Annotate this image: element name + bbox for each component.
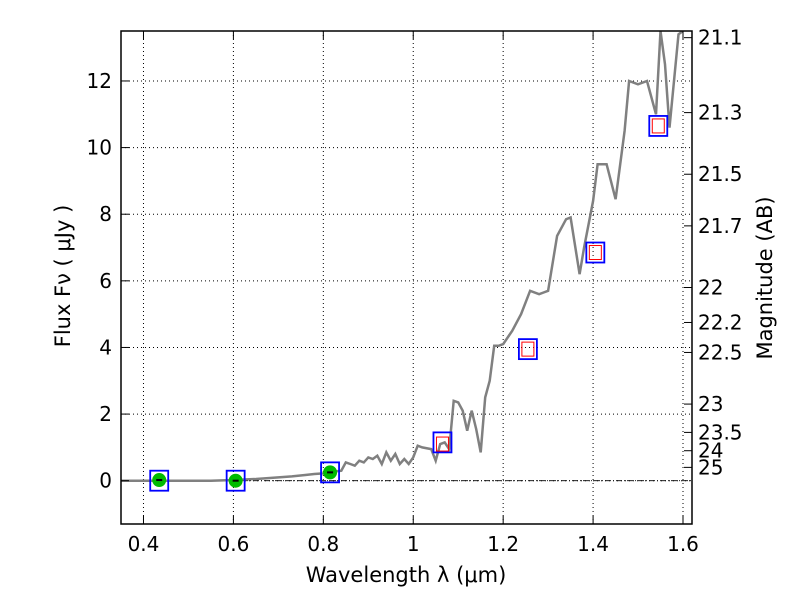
y-tick-label: 0: [99, 469, 112, 493]
model-band-box: [517, 338, 538, 361]
y2-tick-label: 21.7: [698, 214, 743, 238]
synthetic-photometry-square: [588, 245, 602, 261]
y-tick-label: 4: [99, 335, 112, 359]
synthetic-photometry-square: [651, 118, 665, 134]
y-tick-label: 6: [99, 269, 112, 293]
y2-tick-label: 24: [698, 439, 723, 463]
y2-tick-label: 21.3: [698, 101, 743, 125]
x-axis-title: Wavelength λ (μm): [306, 563, 507, 587]
model-band-box: [432, 431, 453, 454]
y-axis-title: Flux Fν ( μJy ): [51, 205, 75, 348]
axis-ticks: [121, 31, 692, 524]
y2-tick-label: 25: [698, 455, 723, 479]
model-spectrum-line: [121, 31, 684, 482]
model-band-box: [585, 241, 606, 264]
y-tick-label: 2: [99, 402, 112, 426]
grid-lines: [121, 31, 692, 524]
model-band-box: [149, 469, 170, 492]
plot-frame: [120, 30, 693, 525]
model-band-box: [225, 469, 246, 492]
y2-tick-label: 22: [698, 275, 723, 299]
x-tick-label: 0.8: [307, 532, 339, 556]
y2-tick-label: 21.5: [698, 162, 743, 186]
synthetic-photometry-square: [435, 436, 449, 452]
model-band-box: [648, 115, 669, 137]
x-tick-label: 1: [407, 532, 420, 556]
y-tick-label: 10: [87, 136, 112, 160]
x-tick-labels: 0.4 0.6 0.8 1 1.2 1.4 1.6: [128, 532, 699, 556]
y2-axis-title: Magnitude (AB): [753, 196, 777, 359]
synthetic-photometry-square: [521, 341, 535, 357]
y2-tick-label: 22.5: [698, 340, 743, 364]
y-tick-label: 12: [87, 69, 112, 93]
x-tick-label: 0.4: [128, 532, 160, 556]
y2-tick-label: 23.5: [698, 420, 743, 444]
y2-tick-label: 23: [698, 392, 723, 416]
x-tick-label: 1.6: [667, 532, 699, 556]
y-tick-labels: 0 2 4 6 8 10 12: [87, 69, 112, 493]
y-tick-label: 8: [99, 202, 112, 226]
y2-tick-label: 21.1: [698, 26, 743, 50]
x-tick-label: 1.2: [487, 532, 519, 556]
model-band-box: [320, 461, 340, 484]
y2-tick-label: 22.2: [698, 310, 743, 334]
plot-series: [121, 31, 684, 492]
x-tick-label: 0.6: [217, 532, 249, 556]
x-tick-label: 1.4: [577, 532, 609, 556]
